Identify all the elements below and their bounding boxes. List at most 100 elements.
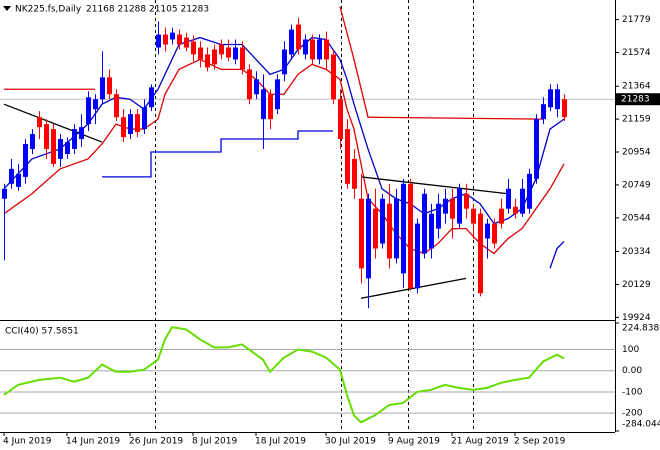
- x-tick-label: 9 Aug 2019: [388, 437, 440, 447]
- y-tick-label: 20544: [622, 213, 651, 223]
- candle-body: [191, 41, 196, 55]
- indicator-line: [339, 6, 544, 120]
- candle-body: [163, 34, 168, 45]
- x-tick-label: 14 Jun 2019: [66, 437, 120, 447]
- candle-body: [513, 206, 518, 214]
- candle-body: [121, 117, 126, 138]
- symbol-title: NK225.fs,Daily: [15, 5, 82, 15]
- candle-body: [457, 188, 462, 224]
- candle-body: [65, 142, 70, 154]
- candle-body: [443, 198, 448, 214]
- y-tick-label: 21364: [622, 82, 651, 92]
- candle-body: [373, 208, 378, 249]
- candle-body: [562, 99, 567, 118]
- header-arrow: [3, 6, 11, 11]
- candle-body: [380, 198, 385, 244]
- current-price-label: 21283: [621, 95, 650, 105]
- candle-body: [534, 119, 539, 179]
- candle-body: [499, 208, 504, 224]
- candle-body: [324, 39, 329, 60]
- candle-body: [520, 188, 525, 214]
- candle-body: [331, 54, 336, 100]
- candle-body: [226, 47, 231, 58]
- candle-body: [23, 144, 28, 177]
- candle-body: [282, 49, 287, 75]
- candle-body: [548, 89, 553, 108]
- candle-body: [212, 49, 217, 65]
- candle-body: [219, 44, 224, 55]
- y-tick-label: 20749: [622, 180, 651, 190]
- candle-body: [79, 127, 84, 140]
- x-tick-label: 8 Jul 2019: [192, 437, 237, 447]
- candle-body: [394, 198, 399, 259]
- candle-body: [408, 183, 413, 289]
- x-tick-label: 21 Aug 2019: [451, 437, 509, 447]
- candle-body: [240, 47, 245, 70]
- candle-body: [100, 77, 105, 100]
- candle-body: [58, 139, 63, 159]
- x-tick-label: 26 Jun 2019: [129, 437, 183, 447]
- candle-body: [506, 188, 511, 209]
- candle-body: [422, 193, 427, 254]
- cci-title: CCI(40) 57.5851: [5, 327, 79, 337]
- candle-body: [303, 39, 308, 55]
- candle-body: [198, 47, 203, 60]
- candle-body: [471, 208, 476, 224]
- candle-body: [86, 97, 91, 125]
- candle-body: [541, 104, 546, 120]
- candle-body: [345, 129, 350, 184]
- y-tick-label: 21574: [622, 48, 651, 58]
- indicator-line: [549, 240, 565, 269]
- candle-body: [436, 203, 441, 229]
- candle-body: [387, 203, 392, 259]
- candle-body: [16, 173, 21, 187]
- candle-body: [338, 99, 343, 140]
- candle-body: [310, 39, 315, 60]
- candle-body: [485, 223, 490, 239]
- candle-body: [317, 39, 322, 60]
- candle-body: [184, 37, 189, 48]
- candle-body: [478, 213, 483, 294]
- x-tick-label: 30 Jul 2019: [325, 437, 376, 447]
- candle-body: [37, 117, 42, 128]
- y-tick-label: 224.8386: [622, 324, 660, 334]
- candle-body: [555, 89, 560, 110]
- candle-body: [107, 77, 112, 95]
- candle-body: [114, 94, 119, 118]
- candle-body: [72, 129, 77, 149]
- x-tick-label: 2 Sep 2019: [514, 437, 566, 447]
- candle-body: [429, 213, 434, 249]
- ohlc-text: 21168 21288 21105 21283: [86, 5, 209, 15]
- candle-body: [401, 183, 406, 274]
- candle-body: [44, 124, 49, 149]
- candle-body: [289, 29, 294, 55]
- candle-body: [268, 94, 273, 120]
- candle-body: [352, 158, 357, 189]
- candle-body: [2, 188, 7, 199]
- candle-body: [366, 198, 371, 279]
- candle-body: [9, 168, 14, 184]
- candle-body: [359, 198, 364, 269]
- candle-body: [247, 69, 252, 100]
- y-tick-label: 20129: [622, 280, 651, 290]
- candle-body: [205, 54, 210, 68]
- candle-body: [135, 114, 140, 133]
- candle-body: [254, 79, 259, 95]
- candle-body: [296, 24, 301, 50]
- candle-body: [177, 34, 182, 45]
- candle-body: [261, 89, 266, 120]
- current-price-box: [616, 93, 660, 106]
- y-tick-label: 0.00: [622, 366, 642, 376]
- y-tick-label: 100: [622, 345, 639, 355]
- candle-body: [527, 173, 532, 209]
- y-tick-label: -284.044: [622, 420, 660, 430]
- y-tick-label: 20334: [622, 247, 651, 257]
- candle-body: [30, 134, 35, 149]
- candle-body: [233, 47, 238, 60]
- candle-body: [492, 223, 497, 244]
- candle-body: [275, 79, 280, 110]
- candle-body: [415, 223, 420, 289]
- candle-body: [156, 34, 161, 48]
